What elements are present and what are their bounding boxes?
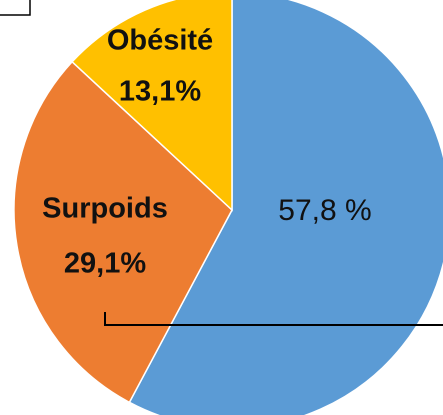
pie-slice: [128, 0, 443, 415]
pie: [13, 0, 443, 415]
labels: 57,8 % Surpoids 29,1% Obésité 13,1%: [42, 25, 372, 280]
slice-name: Obésité: [107, 25, 213, 57]
slice-name: Surpoids: [42, 193, 168, 225]
pie-slice: [71, 0, 233, 212]
slice-value-label: 13,1%: [119, 76, 201, 108]
pie-slice: [13, 60, 233, 404]
label-box: [0, 0, 31, 16]
leader-line: [104, 312, 443, 326]
slice-value-label: 29,1%: [64, 248, 146, 280]
slice-value-label: 57,8 %: [278, 194, 371, 227]
